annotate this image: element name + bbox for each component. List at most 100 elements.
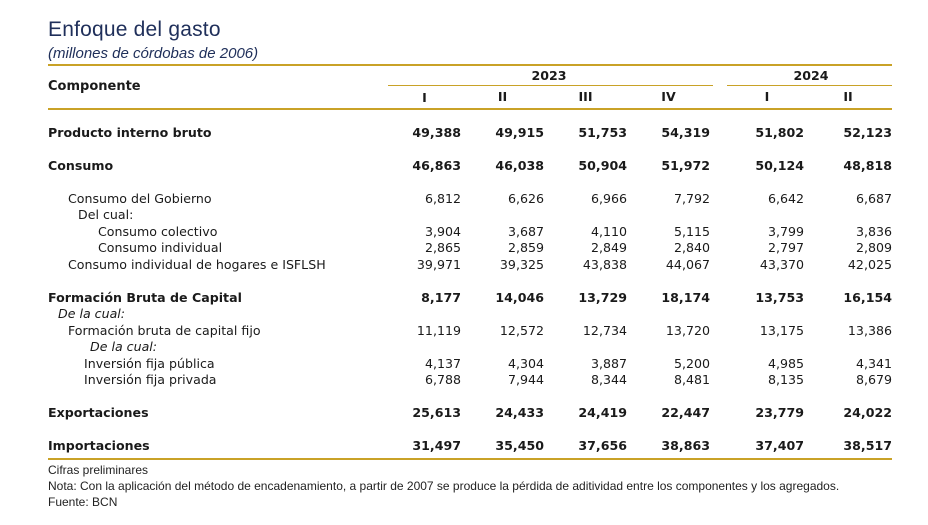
row-label: Exportaciones	[48, 405, 149, 420]
cell-value: 2,840	[673, 240, 710, 255]
method-note: Nota: Con la aplicación del método de en…	[48, 479, 840, 493]
year-2023-rule	[388, 85, 713, 86]
cell-value: 46,863	[412, 157, 461, 173]
spacer-row	[48, 108, 892, 125]
quarter-header: III	[578, 89, 593, 105]
cell-value: 8,344	[590, 372, 627, 387]
cell-value: 11,119	[416, 322, 461, 338]
cell-value: 49,915	[495, 124, 544, 140]
quarter-header: II	[843, 89, 853, 105]
row-label: Formación Bruta de Capital	[48, 289, 242, 305]
cell-value: 3,887	[590, 355, 627, 371]
preliminary-note: Cifras preliminares	[48, 463, 149, 477]
page-title: Enfoque del gasto	[48, 18, 221, 41]
expenditure-table: Componente 2023 2024 I II III IV I II Pr…	[48, 65, 892, 455]
cell-value: 12,734	[582, 322, 627, 338]
table-row: Producto interno bruto 49,388 49,915 51,…	[48, 125, 892, 142]
row-label: Consumo colectivo	[98, 223, 218, 239]
cell-value: 6,812	[424, 190, 461, 206]
cell-value: 13,720	[665, 322, 710, 338]
table-row: Consumo individual de hogares e ISFLSH 3…	[48, 257, 892, 274]
quarter-header: IV	[661, 89, 676, 105]
cell-value: 4,137	[424, 355, 461, 371]
spacer-row	[48, 273, 892, 290]
cell-value: 49,388	[412, 124, 461, 140]
table-row: Consumo colectivo 3,904 3,687 4,110 5,11…	[48, 224, 892, 241]
header-bottom-rule	[48, 108, 892, 110]
cell-value: 46,038	[495, 157, 544, 173]
row-label: Consumo individual	[98, 240, 223, 255]
cell-value: 2,849	[590, 240, 627, 255]
cell-value: 43,370	[759, 256, 804, 272]
cell-value: 4,304	[507, 355, 544, 371]
cell-value: 24,419	[578, 405, 627, 420]
cell-value: 31,497	[412, 438, 461, 453]
cell-value: 43,838	[582, 256, 627, 272]
year-2023-header: 2023	[531, 68, 567, 83]
cell-value: 4,341	[855, 355, 892, 371]
cell-value: 3,836	[855, 223, 892, 239]
cell-value: 50,904	[578, 157, 627, 173]
cell-value: 6,642	[767, 190, 804, 206]
cell-value: 38,517	[843, 438, 892, 453]
cell-value: 52,123	[843, 124, 892, 140]
cell-value: 8,481	[673, 372, 710, 387]
cell-value: 8,135	[767, 372, 804, 387]
cell-value: 2,797	[767, 240, 804, 255]
table-row: Formación bruta de capital fijo 11,119 1…	[48, 323, 892, 340]
row-label: Producto interno bruto	[48, 124, 212, 140]
year-2024-header: 2024	[793, 67, 829, 83]
table-row: Consumo 46,863 46,038 50,904 51,972 50,1…	[48, 158, 892, 175]
row-label: Consumo del Gobierno	[68, 190, 212, 206]
table-row: Inversión fija pública 4,137 4,304 3,887…	[48, 356, 892, 373]
cell-value: 6,966	[590, 190, 627, 206]
cell-value: 25,613	[412, 405, 461, 420]
row-label: Consumo	[48, 157, 114, 173]
cell-value: 3,904	[424, 223, 461, 239]
cell-value: 3,799	[767, 223, 804, 239]
cell-value: 24,433	[495, 405, 544, 420]
cell-value: 5,115	[673, 223, 710, 239]
cell-value: 13,386	[847, 322, 892, 338]
cell-value: 8,679	[855, 372, 892, 387]
cell-value: 7,944	[507, 372, 544, 387]
cell-value: 2,859	[507, 240, 544, 255]
cell-value: 50,124	[755, 157, 804, 173]
cell-value: 44,067	[665, 256, 710, 272]
spacer-row	[48, 174, 892, 191]
cell-value: 7,792	[673, 190, 710, 206]
row-label: Formación bruta de capital fijo	[68, 322, 261, 338]
cell-value: 13,753	[755, 289, 804, 305]
table-row: De la cual:	[48, 306, 892, 323]
table-row: Inversión fija privada 6,788 7,944 8,344…	[48, 372, 892, 389]
component-header: Componente	[48, 79, 141, 94]
spacer-row	[48, 389, 892, 406]
quarter-header: I	[422, 90, 427, 105]
row-label: Consumo individual de hogares e ISFLSH	[68, 256, 326, 272]
row-label: Del cual:	[78, 207, 134, 222]
cell-value: 13,729	[578, 289, 627, 305]
cell-value: 23,779	[755, 405, 804, 420]
source-note: Fuente: BCN	[48, 495, 118, 509]
table-row: Formación Bruta de Capital 8,177 14,046 …	[48, 290, 892, 307]
cell-value: 2,809	[855, 240, 892, 255]
cell-value: 6,687	[855, 190, 892, 206]
quarter-header: II	[497, 89, 508, 105]
cell-value: 48,818	[843, 157, 892, 173]
cell-value: 42,025	[847, 256, 892, 272]
spacer-row	[48, 141, 892, 158]
cell-value: 2,865	[424, 240, 461, 255]
row-label: De la cual:	[58, 306, 126, 321]
table-notes: Cifras preliminares Nota: Con la aplicac…	[48, 462, 839, 510]
table-row: Consumo del Gobierno 6,812 6,626 6,966 7…	[48, 191, 892, 208]
cell-value: 35,450	[495, 438, 544, 453]
table-row: Importaciones 31,497 35,450 37,656 38,86…	[48, 438, 892, 455]
cell-value: 37,656	[578, 438, 627, 453]
cell-value: 8,177	[421, 289, 461, 305]
cell-value: 51,802	[755, 124, 804, 140]
cell-value: 14,046	[495, 289, 544, 305]
cell-value: 18,174	[661, 289, 710, 305]
table-top-rule	[48, 64, 892, 66]
cell-value: 16,154	[843, 289, 892, 305]
row-label: Inversión fija pública	[84, 355, 215, 371]
